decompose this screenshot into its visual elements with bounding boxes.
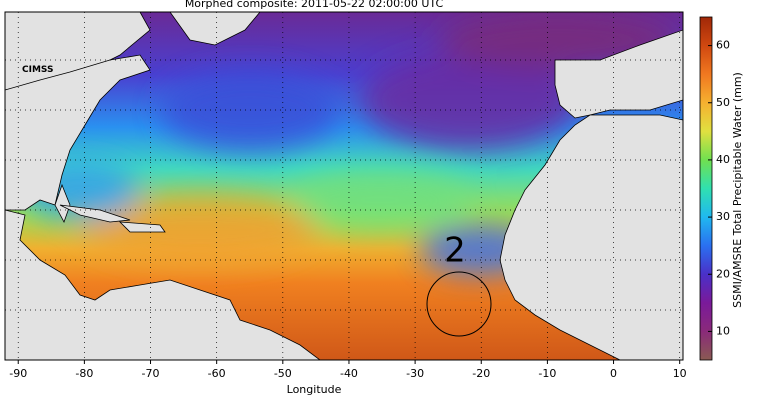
x-tick-label: -70 [142, 367, 160, 380]
colorbar: 10 20 30 40 50 60 [699, 16, 730, 361]
x-axis-label: Longitude [287, 383, 342, 396]
map-field [5, 12, 683, 360]
x-tick-label: 10 [673, 367, 687, 380]
x-tick-label: -10 [538, 367, 556, 380]
colorbar-tick-label: 60 [716, 39, 730, 52]
x-tick-label: -60 [208, 367, 226, 380]
logo: CIMSS [22, 65, 53, 75]
x-tick-label: 0 [610, 367, 617, 380]
x-tick-label: -40 [340, 367, 358, 380]
colorbar-tick-label: 30 [716, 210, 730, 223]
colorbar-tick-label: 50 [716, 96, 730, 109]
colorbar-tick-label: 10 [716, 324, 730, 337]
title: Morphed composite: 2011-05-22 02:00:00 U… [185, 0, 444, 10]
annotation-circle [426, 271, 492, 337]
x-tick-label: -90 [9, 367, 27, 380]
grid [5, 12, 683, 360]
colorbar-tick-label: 40 [716, 153, 730, 166]
colorbar-scale [699, 16, 713, 361]
x-tick-label: -20 [472, 367, 490, 380]
map-frame [4, 11, 684, 361]
x-tick-label: -80 [75, 367, 93, 380]
colorbar-tick-label: 20 [716, 267, 730, 280]
colorbar-label: SSMI/AMSRE Total Precipitable Water (mm) [731, 72, 744, 308]
annotation: 2 [444, 231, 466, 271]
x-tick-label: -30 [406, 367, 424, 380]
x-tick-label: -50 [274, 367, 292, 380]
